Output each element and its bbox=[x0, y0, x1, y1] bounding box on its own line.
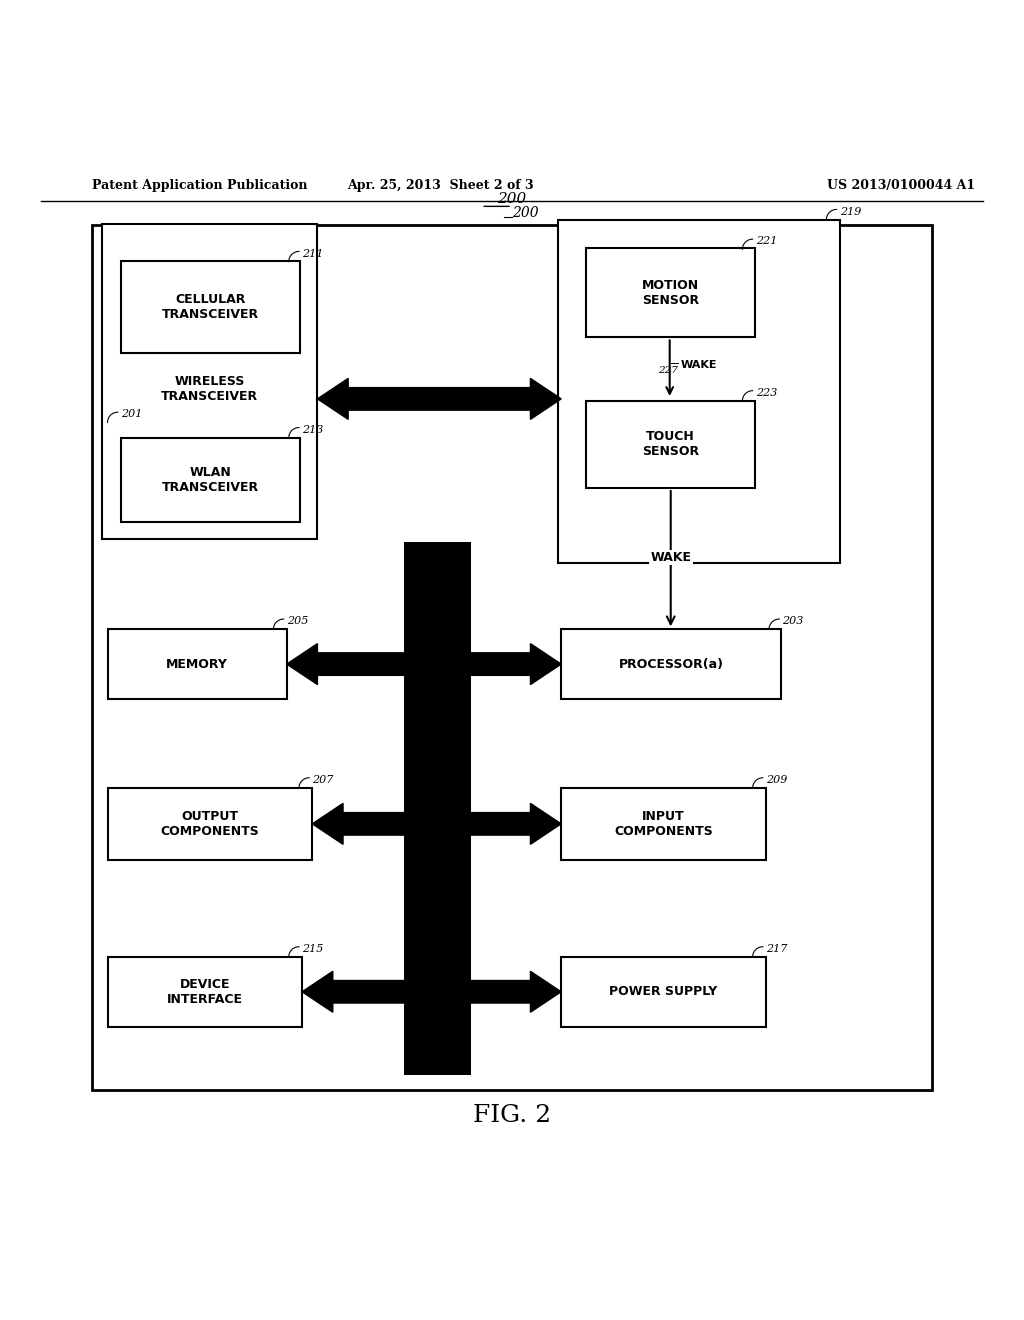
Text: 203: 203 bbox=[782, 616, 804, 626]
Text: WIRELESS
TRANSCEIVER: WIRELESS TRANSCEIVER bbox=[162, 375, 258, 403]
Text: PROCESSOR(a): PROCESSOR(a) bbox=[618, 657, 724, 671]
Text: 221: 221 bbox=[756, 236, 777, 247]
Text: FIG. 2: FIG. 2 bbox=[473, 1104, 551, 1127]
Text: POWER SUPPLY: POWER SUPPLY bbox=[609, 985, 718, 998]
Text: INPUT
COMPONENTS: INPUT COMPONENTS bbox=[614, 810, 713, 838]
FancyBboxPatch shape bbox=[92, 224, 932, 1090]
Bar bbox=[121, 260, 300, 352]
Bar bbox=[102, 224, 317, 539]
Text: 205: 205 bbox=[287, 616, 308, 626]
Polygon shape bbox=[317, 379, 561, 420]
Bar bbox=[108, 630, 287, 698]
Text: CELLULAR
TRANSCEIVER: CELLULAR TRANSCEIVER bbox=[162, 293, 259, 321]
Text: WAKE: WAKE bbox=[681, 360, 718, 370]
Text: 219: 219 bbox=[840, 207, 861, 216]
Text: 211: 211 bbox=[302, 248, 324, 259]
Text: 201: 201 bbox=[121, 409, 142, 420]
Text: 200: 200 bbox=[498, 193, 526, 206]
Bar bbox=[561, 957, 766, 1027]
Text: US 2013/0100044 A1: US 2013/0100044 A1 bbox=[827, 180, 975, 193]
Text: Apr. 25, 2013  Sheet 2 of 3: Apr. 25, 2013 Sheet 2 of 3 bbox=[347, 180, 534, 193]
Text: WLAN
TRANSCEIVER: WLAN TRANSCEIVER bbox=[162, 466, 259, 494]
Bar bbox=[404, 543, 471, 1074]
Polygon shape bbox=[312, 804, 561, 845]
Text: 209: 209 bbox=[766, 775, 787, 785]
Bar bbox=[558, 219, 840, 562]
Text: TOUCH
SENSOR: TOUCH SENSOR bbox=[642, 430, 698, 458]
Bar bbox=[108, 788, 312, 859]
Text: WAKE: WAKE bbox=[650, 552, 691, 564]
Bar bbox=[586, 248, 755, 338]
Polygon shape bbox=[287, 644, 561, 685]
Text: 215: 215 bbox=[302, 944, 324, 954]
Bar bbox=[561, 630, 781, 698]
Text: DEVICE
INTERFACE: DEVICE INTERFACE bbox=[167, 978, 243, 1006]
Text: 213: 213 bbox=[302, 425, 324, 434]
Bar bbox=[561, 788, 766, 859]
Text: OUTPUT
COMPONENTS: OUTPUT COMPONENTS bbox=[161, 810, 259, 838]
Bar bbox=[586, 401, 755, 488]
Text: 207: 207 bbox=[312, 775, 334, 785]
Text: Patent Application Publication: Patent Application Publication bbox=[92, 180, 307, 193]
Text: MOTION
SENSOR: MOTION SENSOR bbox=[642, 279, 698, 306]
Bar bbox=[121, 438, 300, 521]
Text: 223: 223 bbox=[756, 388, 777, 397]
Text: MEMORY: MEMORY bbox=[166, 657, 228, 671]
Text: 200: 200 bbox=[512, 206, 539, 219]
Text: 217: 217 bbox=[766, 944, 787, 954]
Polygon shape bbox=[302, 972, 561, 1012]
Bar bbox=[108, 957, 302, 1027]
Text: 227: 227 bbox=[658, 366, 678, 375]
